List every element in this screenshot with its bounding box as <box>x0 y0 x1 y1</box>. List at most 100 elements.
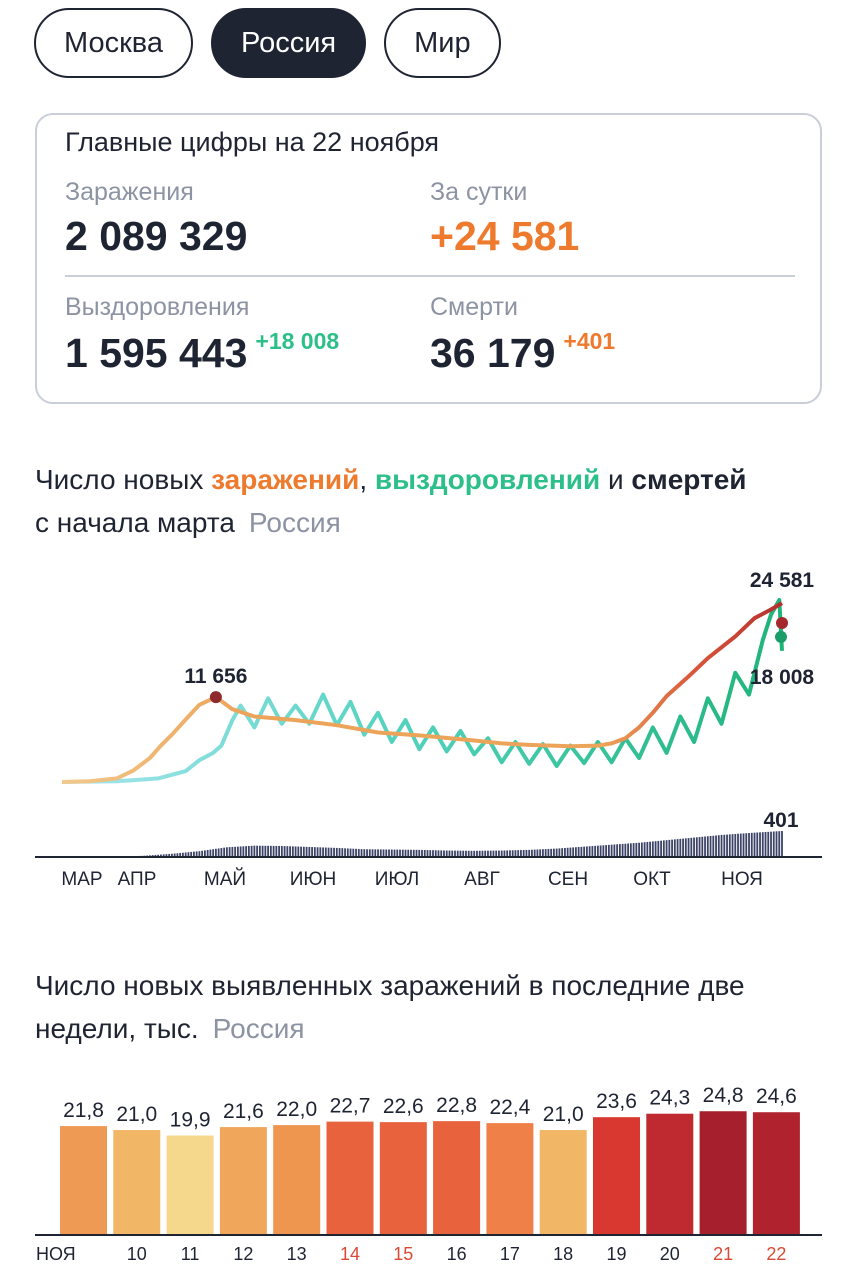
tab-russia[interactable]: Россия <box>211 8 367 78</box>
deaths-bar <box>558 848 561 857</box>
deaths-bar <box>157 854 160 857</box>
deaths-bar <box>509 850 511 857</box>
day-tick-label: 22 <box>766 1244 786 1264</box>
deaths-bars <box>124 831 783 857</box>
deaths-bar <box>646 841 649 857</box>
deaths-bar <box>506 850 509 857</box>
card-divider <box>65 275 795 277</box>
deaths-bar <box>561 848 564 857</box>
deaths-bar <box>671 839 673 857</box>
day-bar <box>433 1121 481 1234</box>
deaths-bar <box>478 850 481 857</box>
deaths-bar <box>239 846 242 857</box>
day-bar <box>699 1111 747 1234</box>
day-bar-value: 21,0 <box>543 1103 584 1126</box>
deaths-bar <box>283 846 286 857</box>
deaths-bar <box>470 850 473 857</box>
month-tick-label: ИЮЛ <box>375 869 419 890</box>
summary-title: Главные цифры на 22 ноября <box>65 127 440 157</box>
deaths-bar <box>514 850 517 857</box>
deaths-bar <box>179 852 182 857</box>
recoveries-label: Выздоровления <box>65 293 250 321</box>
deaths-bar <box>234 846 237 857</box>
deaths-bar <box>525 849 528 857</box>
deaths-bar <box>638 842 640 857</box>
deaths-bar <box>407 849 410 857</box>
deaths-bar <box>171 853 173 857</box>
deaths-bar <box>333 847 335 857</box>
day-tick-label: 16 <box>447 1244 467 1264</box>
day-tick-label: 10 <box>127 1244 147 1264</box>
day-bar <box>752 1112 800 1234</box>
deaths-bar <box>209 849 212 857</box>
day-bar <box>593 1117 640 1234</box>
deaths-bar <box>440 850 443 857</box>
deaths-bar <box>566 847 569 857</box>
tab-world[interactable]: Мир <box>384 8 501 78</box>
deaths-bar <box>330 847 333 857</box>
deaths-bar <box>291 846 294 857</box>
deaths-bar <box>709 835 712 857</box>
deaths-bar <box>456 850 459 857</box>
day-bar-value: 22,7 <box>330 1095 371 1118</box>
deaths-bar <box>418 849 421 857</box>
deaths-bar <box>564 847 566 857</box>
deaths-bar <box>451 850 454 857</box>
deaths-bar <box>445 850 448 857</box>
deaths-bar <box>327 847 330 857</box>
day-tick-label: 13 <box>287 1244 307 1264</box>
deaths-bar <box>712 835 715 857</box>
deaths-bar <box>313 847 316 857</box>
deaths-bar <box>437 850 440 857</box>
deaths-bar <box>256 845 259 857</box>
deaths-bar <box>294 846 297 857</box>
two-week-bar-chart: 21,8 НОЯ 21,0 10 19,9 11 21,6 12 22,0 13 22,7 14 22,… <box>35 1084 822 1264</box>
deaths-bar <box>726 834 728 857</box>
deaths-bar <box>360 849 363 857</box>
deaths-bar <box>363 849 366 857</box>
tab-moscow[interactable]: Москва <box>34 8 194 78</box>
deaths-bar <box>324 847 327 857</box>
month-tick-label: СЕН <box>548 869 588 890</box>
deaths-bar <box>583 846 586 857</box>
day-tick-label: 12 <box>233 1244 253 1264</box>
day-bar <box>60 1126 107 1234</box>
deaths-bar <box>555 848 558 857</box>
deaths-bar <box>737 833 739 857</box>
deaths-bar <box>253 845 256 857</box>
deaths-bar <box>280 845 283 857</box>
deaths-bar <box>385 849 388 857</box>
day-bar <box>646 1113 694 1234</box>
deaths-bar <box>662 840 665 857</box>
deaths-bar <box>668 839 671 857</box>
day-tick-label: 15 <box>393 1244 413 1264</box>
deaths-bar <box>748 833 750 857</box>
deaths-bar <box>739 833 742 857</box>
day-bar <box>166 1135 214 1234</box>
chart2-heading: Число новых выявленных заражений в после… <box>35 964 745 1050</box>
deaths-bar <box>275 845 278 857</box>
deaths-bar <box>206 849 209 857</box>
deaths-bar <box>580 846 583 857</box>
deaths-label: Смерти <box>430 293 518 321</box>
deaths-bar <box>193 851 195 857</box>
day-bar-value: 24,6 <box>756 1085 797 1108</box>
deaths-bar <box>649 841 651 857</box>
deaths-bar <box>357 848 360 857</box>
deaths-bar <box>154 854 157 857</box>
deaths-bar <box>267 845 270 857</box>
deaths-bar <box>610 844 613 857</box>
deaths-bar <box>643 842 646 857</box>
deaths-bar <box>182 852 184 857</box>
day-bar <box>326 1121 374 1234</box>
deaths-bar <box>673 839 676 857</box>
deaths-bar <box>173 853 176 857</box>
deaths-bar <box>651 841 654 857</box>
deaths-stat: Смерти 36 179 +401 <box>430 293 615 377</box>
deaths-bar <box>220 848 223 857</box>
deaths-bar <box>495 850 498 857</box>
deaths-bar <box>448 850 451 857</box>
deaths-bar <box>308 846 311 857</box>
deaths-bar <box>500 850 503 857</box>
deaths-bar <box>338 848 341 857</box>
